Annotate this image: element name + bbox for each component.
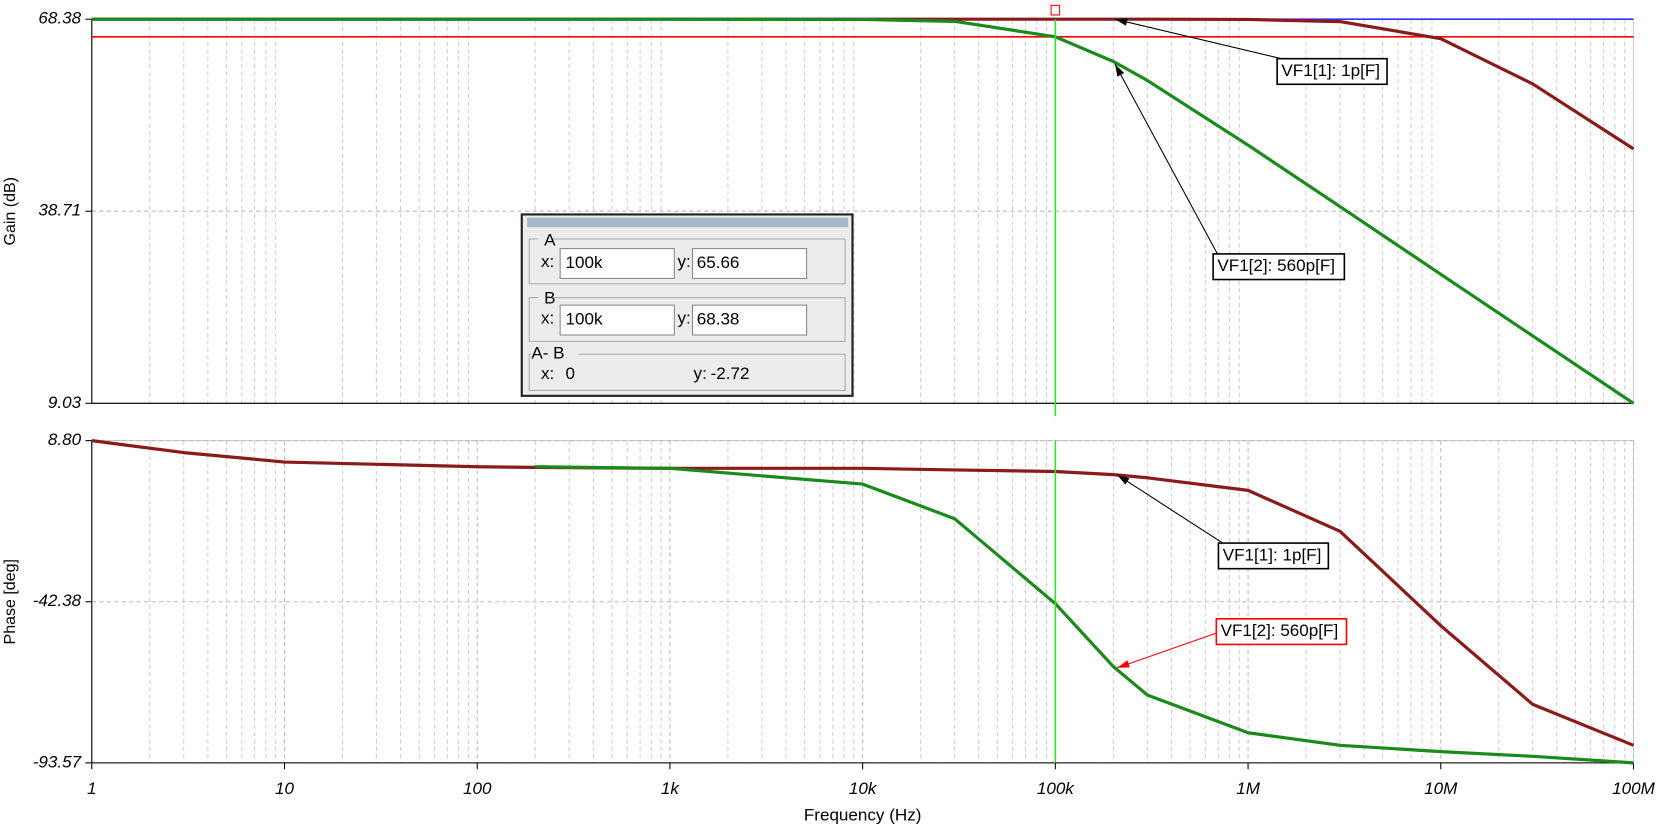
input-box[interactable] xyxy=(559,248,675,280)
group-label-bg xyxy=(537,290,553,306)
cursor-dialog: A x: 100k y: 65.66 B x: 100k y: 68.38 A-… xyxy=(520,213,854,397)
field-label: x: xyxy=(541,364,554,383)
x-tick-label: 1 xyxy=(87,779,97,798)
series-label: VF1[2]: 560p[F] xyxy=(1217,256,1335,275)
callout-arrow xyxy=(1116,474,1224,544)
y-tick-label: 68.38 xyxy=(38,9,81,28)
x-tick-label: 100 xyxy=(463,779,492,798)
callout-box xyxy=(1215,618,1348,646)
series-line xyxy=(91,439,1635,747)
x-tick-label: 100M xyxy=(1612,779,1655,798)
group-label: A- B xyxy=(531,344,564,363)
callout-arrow xyxy=(1114,18,1282,60)
x-tick-label: 10k xyxy=(849,779,878,798)
callout-arrowhead xyxy=(1114,64,1125,77)
x-tick-label: 1M xyxy=(1236,779,1260,798)
input-value: 100k xyxy=(566,253,603,272)
field-label: x: xyxy=(541,252,554,271)
y-axis-label: Phase [deg] xyxy=(2,559,19,644)
y-tick-label: -42.38 xyxy=(33,591,82,610)
callout-box xyxy=(1276,57,1388,86)
group-box xyxy=(528,297,846,342)
group-label-bg xyxy=(531,346,579,362)
y-tick-label: -93.57 xyxy=(33,752,83,771)
callout-box xyxy=(1217,542,1330,570)
input-box[interactable] xyxy=(691,304,808,336)
x-tick-label: 10M xyxy=(1424,779,1458,798)
y-axis-label: Gain (dB) xyxy=(2,177,19,245)
y-tick-label: 9.03 xyxy=(48,393,82,412)
group-label-bg xyxy=(537,232,553,248)
group-box xyxy=(528,353,846,392)
input-value: 65.66 xyxy=(697,253,740,272)
x-tick-label: 1k xyxy=(661,779,680,798)
series-label: VF1[2]: 560p[F] xyxy=(1221,621,1339,640)
x-tick-label: 100k xyxy=(1037,779,1075,798)
field-label: y: xyxy=(694,364,707,383)
group-label: B xyxy=(544,288,555,307)
callout-arrow xyxy=(1116,631,1221,669)
callout-arrowhead xyxy=(1117,660,1130,668)
field-label: y: xyxy=(678,309,691,328)
group-label: A xyxy=(544,231,556,250)
series-label: VF1[1]: 1p[F] xyxy=(1281,61,1380,80)
input-box[interactable] xyxy=(559,304,675,336)
series-line xyxy=(535,465,1634,765)
field-label: y: xyxy=(678,252,691,271)
series-label: VF1[1]: 1p[F] xyxy=(1223,545,1322,564)
y-tick-label: 38.71 xyxy=(38,201,81,220)
field-label: x: xyxy=(541,309,554,328)
callout-box xyxy=(1212,253,1346,281)
dialog-titlebar[interactable] xyxy=(527,217,849,228)
diff-value: -2.72 xyxy=(711,364,750,383)
x-axis-label: Frequency (Hz) xyxy=(804,806,922,825)
plots: 9.03 38.71 68.38 Gain (dB) VF1[1]: 1p[F] VF1[… xyxy=(2,4,1656,825)
y-tick-label: 8.80 xyxy=(48,430,82,449)
callout-arrow xyxy=(1114,63,1218,255)
x-tick-label: 10 xyxy=(275,779,294,798)
cursor-handle[interactable] xyxy=(1050,4,1061,16)
group-box xyxy=(528,238,846,285)
diff-value: 0 xyxy=(566,364,576,383)
callout-arrowhead xyxy=(1114,18,1128,26)
input-box[interactable] xyxy=(691,248,808,280)
input-value: 100k xyxy=(566,310,603,329)
callout-arrowhead xyxy=(1117,474,1130,485)
input-value: 68.38 xyxy=(697,310,740,329)
series-line xyxy=(91,17,1635,405)
